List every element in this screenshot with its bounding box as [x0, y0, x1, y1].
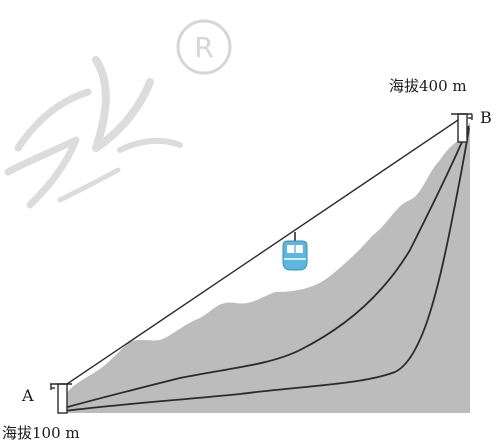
- cable-line: [63, 115, 465, 387]
- pylon-icon: [451, 113, 473, 143]
- point-b-label: B: [480, 108, 492, 127]
- top-altitude-label: 海拔400 m: [389, 77, 467, 95]
- watermark-strokes: [4, 56, 183, 209]
- ridge-line-lower: [63, 127, 470, 412]
- bottom-altitude-label: 海拔100 m: [2, 424, 80, 442]
- point-a-label: A: [22, 386, 34, 405]
- pylon-icon: [50, 383, 72, 414]
- cable-car-icon: [282, 232, 308, 271]
- mountain-silhouette: [63, 122, 470, 413]
- svg-text:R: R: [194, 31, 213, 64]
- registered-mark-icon: R: [176, 19, 232, 75]
- ridge-line-middle: [63, 125, 470, 409]
